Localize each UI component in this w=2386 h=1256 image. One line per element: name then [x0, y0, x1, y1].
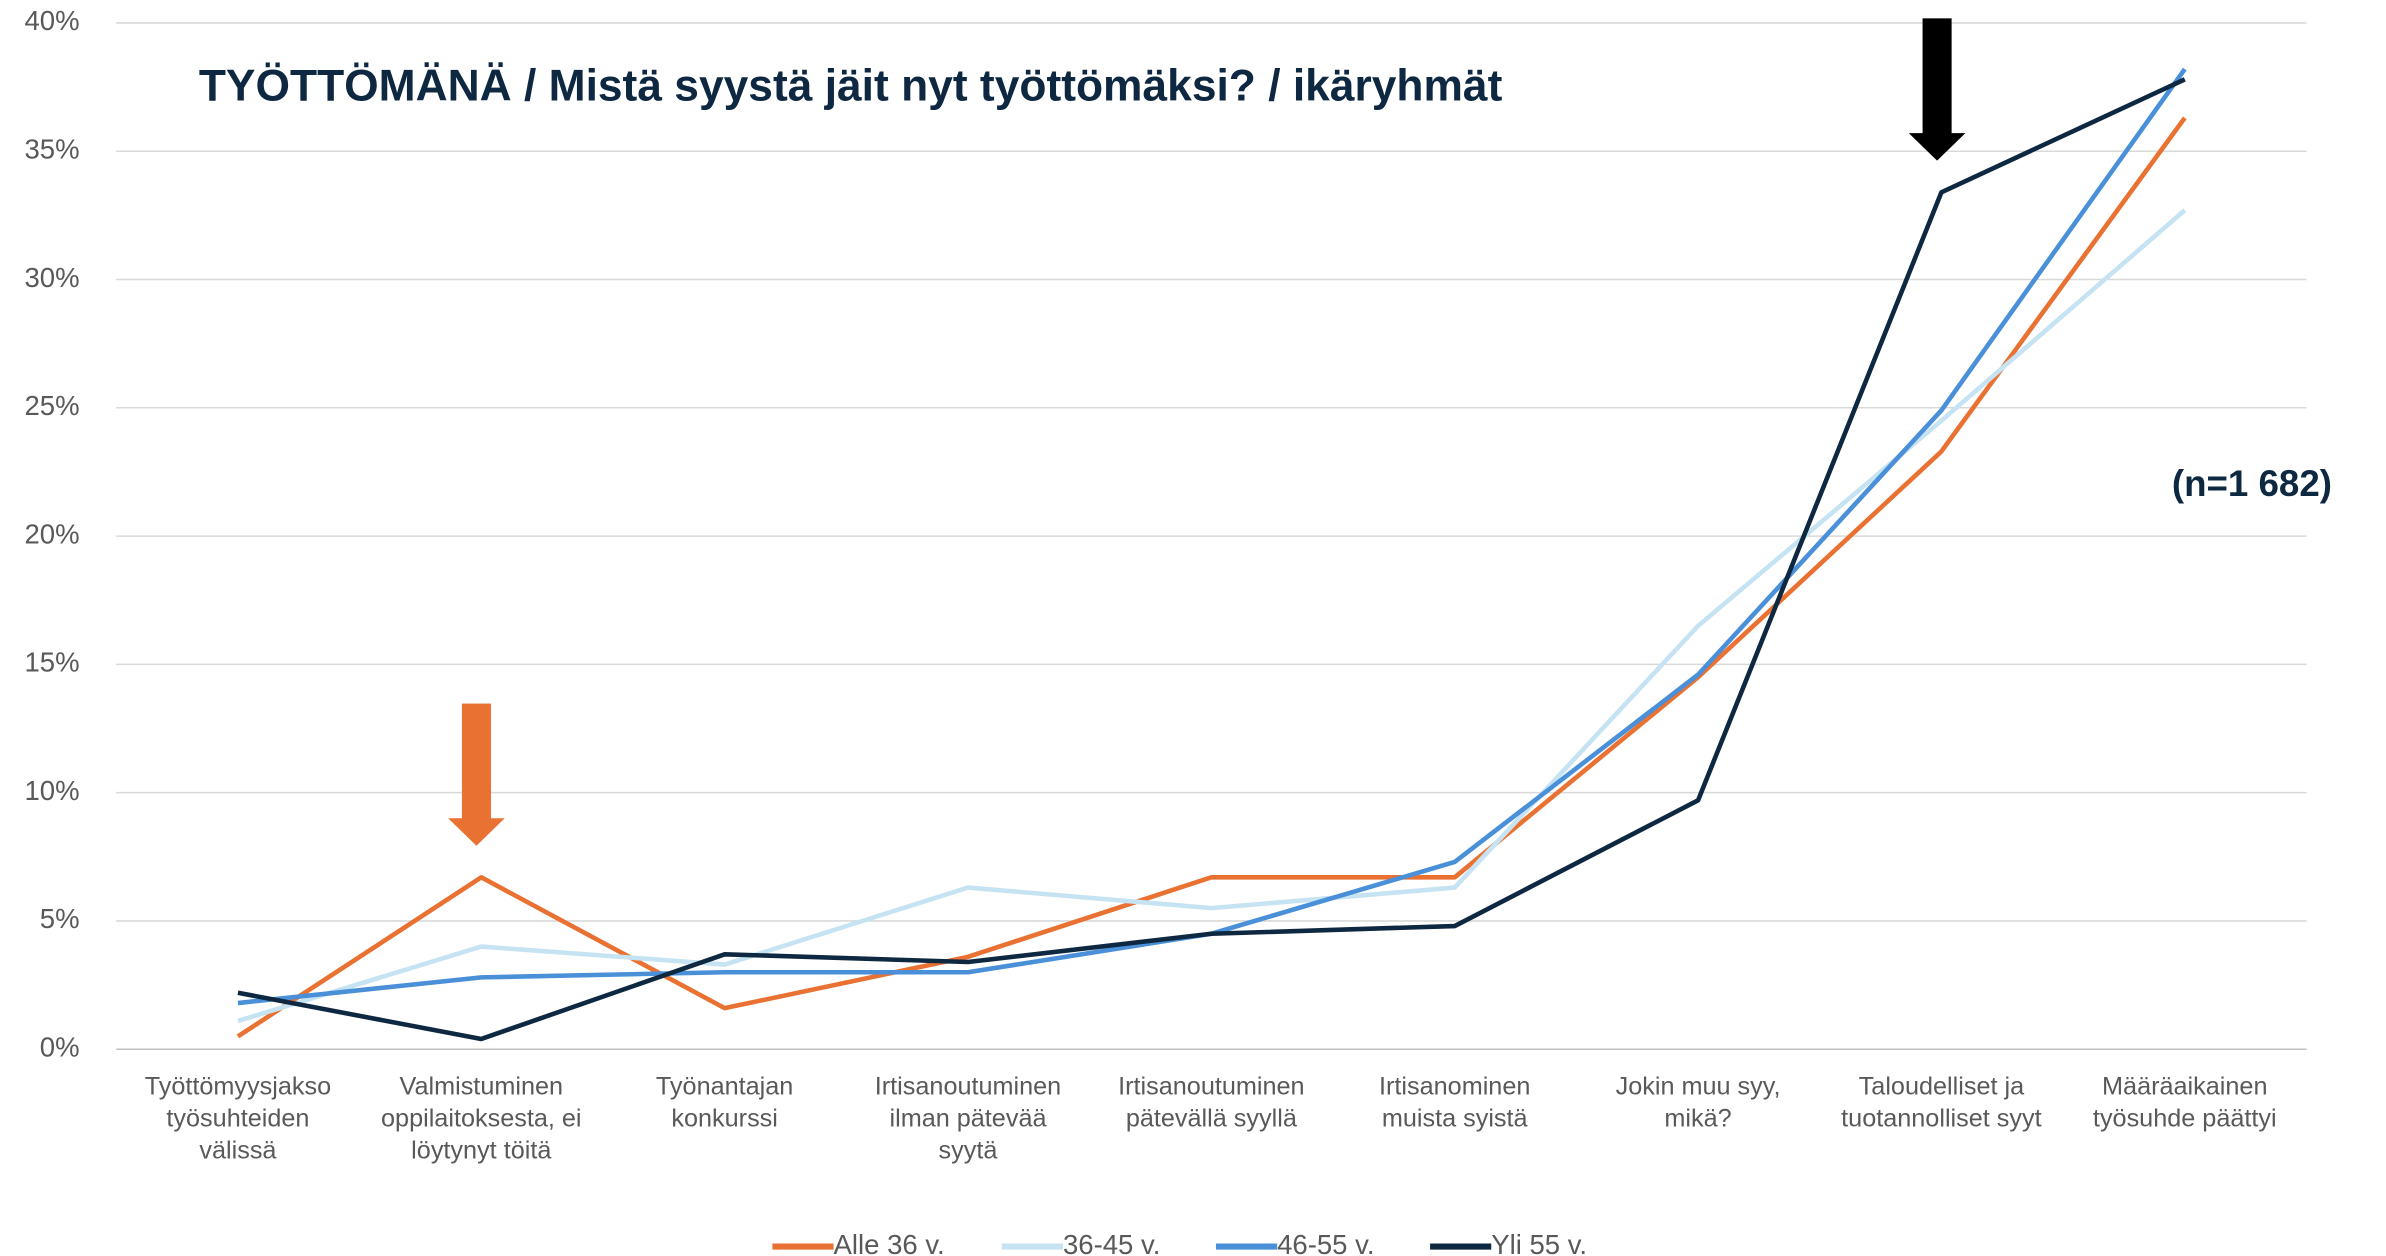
- legend-label: 36-45 v.: [1063, 1229, 1160, 1256]
- y-tick-label: 40%: [24, 5, 79, 36]
- x-tick-label: Valmistuminen oppilaitoksesta, ei löytynyt…: [381, 1072, 581, 1164]
- x-tick-label: Irtisanoutuminen pätevällä syyllä: [1118, 1072, 1304, 1132]
- series-line: [237, 208, 2187, 1024]
- x-tick-label: Määräaikainen työsuhde päättyi: [2093, 1072, 2277, 1132]
- legend-label: 46-55 v.: [1277, 1229, 1374, 1256]
- legend-label: Alle 36 v.: [834, 1229, 945, 1256]
- x-tick-label: Jokin muu syy, mikä?: [1616, 1072, 1781, 1132]
- chart-title: TYÖTTÖMÄNÄ / Mistä syystä jäit nyt tyött…: [199, 61, 1503, 110]
- y-tick-label: 5%: [40, 903, 80, 934]
- x-tick-label: Työttömyysjakso työsuhteiden välissä: [145, 1072, 331, 1164]
- x-tick-label: Taloudelliset ja tuotannolliset syyt: [1841, 1072, 2041, 1132]
- x-tick-label: Irtisanoutuminen ilman pätevää syytä: [875, 1072, 1061, 1164]
- y-tick-label: 35%: [24, 133, 79, 164]
- series-line: [237, 77, 2186, 1042]
- x-tick-label: Työnantajan konkurssi: [656, 1072, 793, 1132]
- series-line: [236, 116, 2187, 1039]
- sample-size: (n=1 682): [2172, 463, 2332, 504]
- x-tick-label: Irtisanominen muista syistä: [1379, 1072, 1530, 1132]
- legend-label: Yli 55 v.: [1491, 1229, 1587, 1256]
- y-tick-label: 20%: [24, 518, 79, 549]
- y-tick-label: 25%: [24, 390, 79, 421]
- y-tick-label: 10%: [24, 775, 79, 806]
- y-tick-label: 0%: [40, 1031, 80, 1062]
- y-tick-label: 15%: [24, 647, 79, 678]
- black-arrow: [1908, 18, 1966, 161]
- y-tick-label: 30%: [24, 262, 79, 293]
- orange-arrow: [448, 703, 505, 846]
- plot: 0% 5% 10% 15% 20% 25% 30% 35% 40% Työttömyysjakso…: [24, 5, 2307, 1256]
